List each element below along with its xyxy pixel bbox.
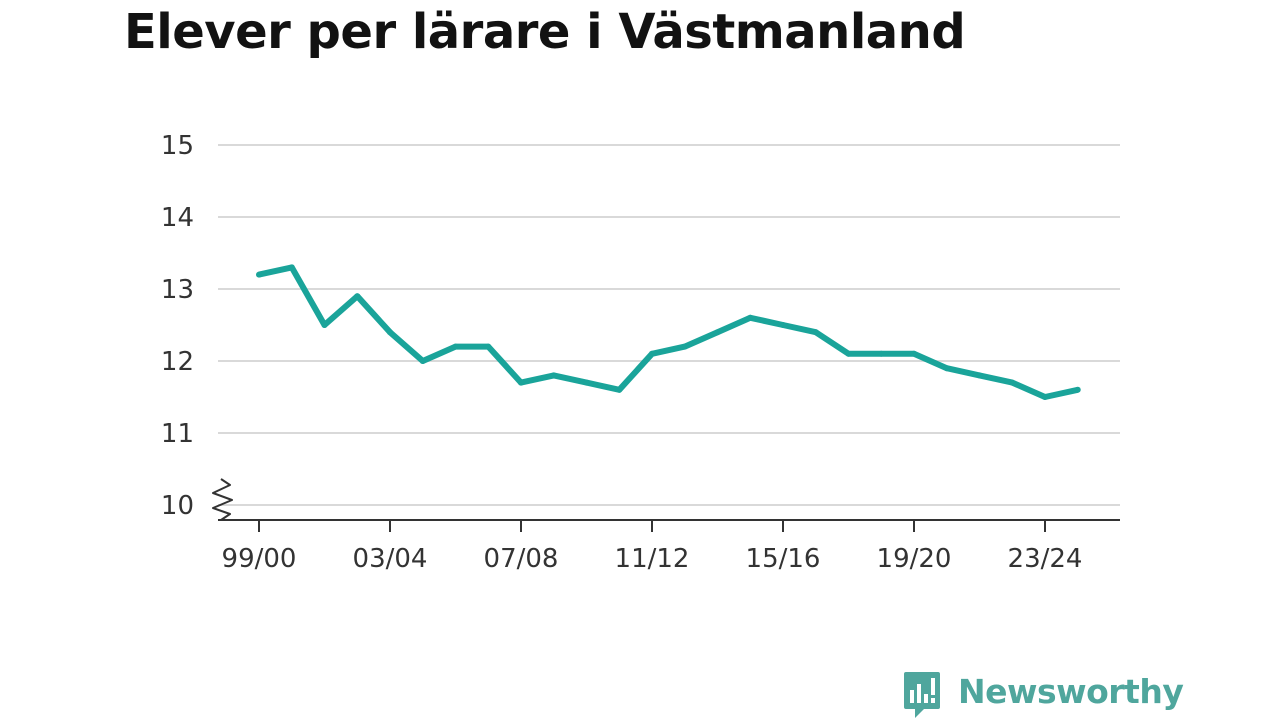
- gridlines: [218, 144, 1120, 506]
- series-line-0: [258, 264, 1079, 400]
- x-tick-label: 99/00: [222, 544, 297, 574]
- data-point: [943, 365, 950, 372]
- data-point: [419, 358, 426, 364]
- data-point: [518, 379, 524, 386]
- data-point: [452, 343, 459, 350]
- chart-title: Elever per lärare i Västmanland: [124, 4, 966, 60]
- data-point: [485, 343, 492, 350]
- y-tick-label: 10: [161, 491, 194, 521]
- data-point: [780, 322, 786, 328]
- x-tick-label: 15/16: [746, 544, 821, 574]
- data-point: [714, 329, 721, 336]
- data-point: [845, 350, 852, 357]
- brand-name: Newsworthy: [958, 671, 1184, 711]
- data-point: [649, 350, 655, 357]
- y-tick-label: 13: [161, 275, 194, 305]
- y-tick-label: 14: [161, 203, 194, 233]
- axes: [212, 478, 1120, 532]
- y-tick-label: 15: [161, 131, 194, 161]
- data-point: [583, 379, 590, 386]
- x-tick-label: 19/20: [877, 544, 952, 574]
- x-tick-label: 11/12: [615, 544, 690, 574]
- x-tick-label: 07/08: [484, 544, 559, 574]
- data-point: [1009, 379, 1016, 386]
- data-point: [321, 322, 328, 328]
- data-point: [387, 329, 393, 336]
- data-point: [256, 271, 262, 278]
- data-point: [1074, 386, 1081, 393]
- x-tick-label: 23/24: [1008, 544, 1083, 574]
- data-point: [812, 329, 819, 336]
- data-point: [878, 350, 885, 357]
- data-point: [550, 372, 557, 379]
- data-point: [354, 293, 361, 300]
- tick-labels: 10 11 12 13 14 15 99/00 03/04 07/08 11/12 15/16 19/…: [161, 131, 1083, 574]
- data-point: [747, 314, 754, 321]
- y-tick-label: 11: [161, 419, 194, 449]
- newsworthy-logo: Newsworthy: [902, 670, 1184, 720]
- data-point: [288, 264, 295, 271]
- series-layer: [256, 264, 1081, 400]
- y-axis-break-icon: [212, 478, 233, 521]
- data-point: [911, 350, 917, 357]
- data-point: [1042, 394, 1048, 400]
- y-tick-label: 12: [161, 347, 194, 377]
- data-point: [616, 386, 623, 393]
- newsworthy-chart-bubble-icon: [904, 672, 940, 718]
- x-tick-label: 03/04: [353, 544, 428, 574]
- data-point: [681, 343, 688, 350]
- data-point: [976, 372, 983, 379]
